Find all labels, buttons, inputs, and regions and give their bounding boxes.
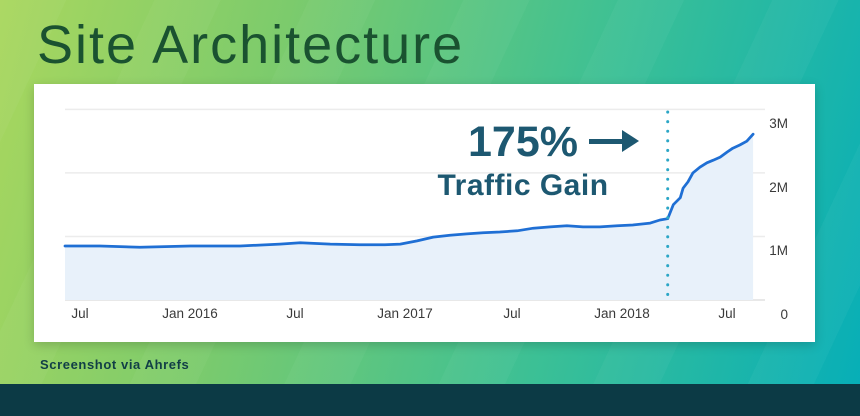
chart-card: 175% Traffic Gain 3M 2M 1M 0 Jul Jan 2016 Jul J…	[34, 84, 815, 342]
x-tick-label: Jan 2016	[162, 306, 218, 321]
plot-area: 175% Traffic Gain 3M 2M 1M 0 Jul Jan 2016 Jul J…	[34, 84, 815, 342]
gain-percent-row: 175%	[373, 118, 673, 166]
y-tick-label: 1M	[769, 243, 788, 258]
x-tick-label: Jan 2018	[594, 306, 650, 321]
right-arrow-icon	[589, 130, 639, 152]
y-tick-label: 3M	[769, 116, 788, 131]
x-tick-label: Jul	[286, 306, 304, 321]
gain-percent: 175%	[468, 118, 578, 166]
traffic-line	[63, 132, 755, 249]
traffic-area	[65, 134, 754, 300]
source-caption: Screenshot via Ahrefs	[40, 357, 190, 372]
x-tick-label: Jan 2017	[377, 306, 433, 321]
x-tick-label: Jul	[71, 306, 89, 321]
y-tick-label: 2M	[769, 180, 788, 195]
gain-label: Traffic Gain	[437, 169, 609, 203]
bottom-bar	[0, 384, 860, 416]
traffic-chart	[63, 108, 765, 301]
x-tick-label: Jul	[503, 306, 521, 321]
y-tick-label: 0	[780, 307, 788, 322]
page-title: Site Architecture	[37, 15, 465, 75]
traffic-gain-annotation: 175% Traffic Gain	[373, 118, 673, 203]
x-tick-label: Jul	[718, 306, 736, 321]
